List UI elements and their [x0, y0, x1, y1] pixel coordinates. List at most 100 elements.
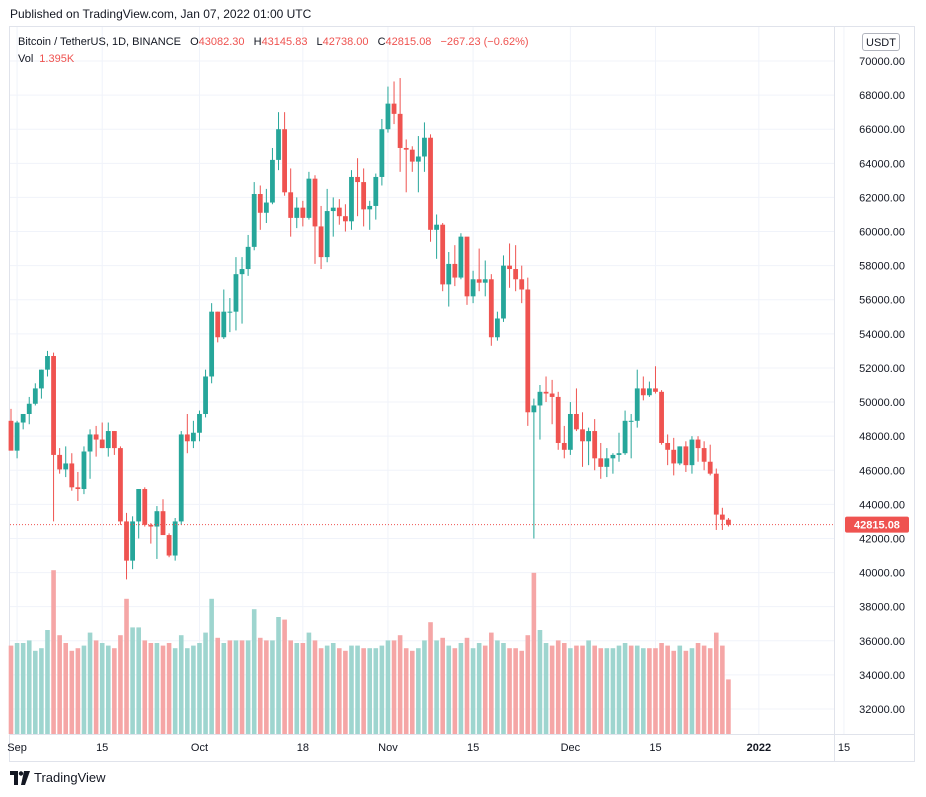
- last-price-line: 42815.08: [10, 516, 909, 533]
- candle-body: [707, 461, 713, 474]
- volume-bar: [604, 648, 610, 734]
- candle-body: [233, 274, 239, 312]
- high-value: 43145.83: [261, 36, 308, 48]
- open-label: O: [190, 36, 199, 48]
- ohlc-legend: Bitcoin / TetherUS, 1D, BINANCE O43082.3…: [18, 36, 529, 48]
- candle-body: [39, 369, 44, 389]
- candle-body: [519, 279, 525, 290]
- price-tick-label: 58000.00: [859, 261, 905, 273]
- volume-bar: [257, 637, 263, 734]
- volume-bar: [312, 640, 318, 734]
- candle-body: [14, 422, 20, 451]
- volume-bar: [610, 648, 616, 734]
- volume-bar: [160, 645, 166, 734]
- volume-bar: [93, 640, 99, 734]
- volume-bar: [45, 630, 50, 734]
- candle-body: [336, 207, 342, 217]
- candle-body: [118, 448, 123, 522]
- volume-bar: [665, 645, 670, 734]
- volume-bar: [677, 645, 683, 734]
- currency-unit-button[interactable]: USDT: [862, 33, 900, 51]
- candle-body: [647, 388, 652, 396]
- volume-bar: [513, 648, 518, 734]
- candle-body: [355, 176, 360, 183]
- volume-bar: [713, 632, 719, 734]
- time-tick-label: Nov: [378, 742, 398, 754]
- volume-bar: [701, 645, 707, 734]
- chart-frame[interactable]: [9, 26, 915, 762]
- volume-bar: [57, 635, 62, 734]
- candle-body: [227, 311, 233, 313]
- volume-bar: [501, 643, 506, 734]
- last-price-tag-label: 42815.08: [854, 520, 900, 532]
- footer-brand[interactable]: TradingView: [10, 770, 106, 785]
- candle-body: [154, 511, 160, 527]
- last-price-tag: [845, 516, 909, 533]
- volume-bar: [379, 645, 385, 734]
- volume-bar: [367, 648, 373, 734]
- volume-bar: [318, 648, 324, 734]
- volume-bar: [641, 648, 646, 734]
- low-label: L: [316, 36, 323, 48]
- candle-body: [604, 458, 610, 467]
- candle-body: [270, 159, 275, 203]
- volume-bar: [385, 640, 391, 734]
- volume-bar: [203, 632, 208, 734]
- price-tick-label: 60000.00: [859, 227, 905, 239]
- candle-body: [385, 103, 391, 130]
- candle-body: [452, 263, 458, 278]
- volume-bar: [209, 598, 214, 734]
- candle-body: [403, 147, 409, 150]
- volume-bar: [397, 635, 403, 734]
- volume-bar: [245, 640, 251, 734]
- candle-body: [361, 182, 367, 210]
- candle-body: [343, 216, 348, 222]
- volume-bar: [264, 640, 269, 734]
- candle-body: [567, 413, 573, 450]
- candle-body: [245, 246, 251, 270]
- volume-bar: [191, 645, 196, 734]
- volume-bar: [343, 650, 348, 734]
- volume-bar: [349, 645, 354, 734]
- candle-body: [701, 448, 707, 462]
- candle-body: [415, 156, 421, 162]
- volume-bar: [112, 648, 117, 734]
- candle-body: [318, 226, 324, 258]
- volume-bar: [531, 572, 537, 734]
- volume-bar: [355, 645, 360, 734]
- candle-body: [239, 269, 245, 275]
- time-tick-label: 15: [838, 742, 850, 754]
- time-tick-label: 2022: [747, 742, 771, 754]
- volume-bar: [452, 648, 458, 734]
- volume-bar: [525, 635, 531, 734]
- time-axis: Sep 15 Oct 18 Nov 15 Dec 15 2022 15: [7, 734, 915, 754]
- volume-bar: [720, 645, 725, 734]
- volume-bar: [653, 648, 658, 734]
- candle-body: [69, 463, 75, 488]
- volume-bar: [495, 640, 500, 734]
- candle-body: [263, 202, 269, 213]
- candle-body: [391, 103, 397, 114]
- candle-body: [209, 311, 215, 377]
- volume-bar: [105, 645, 111, 734]
- candle-body: [659, 391, 664, 443]
- candle-body: [191, 432, 196, 442]
- candle-body: [288, 192, 294, 218]
- volume-value: 1.395K: [39, 53, 75, 65]
- volume-bar: [458, 643, 464, 734]
- candle-body: [87, 434, 93, 452]
- tradingview-logo-icon: [10, 770, 30, 785]
- volume-bars: [8, 570, 731, 734]
- candle-body: [555, 396, 561, 443]
- volume-bar: [586, 640, 591, 734]
- candle-body: [653, 388, 658, 392]
- candle-body: [57, 454, 63, 470]
- volume-bar: [549, 645, 555, 734]
- candle-body: [221, 311, 227, 338]
- price-tick-label: 48000.00: [859, 431, 905, 443]
- candle-body: [488, 279, 494, 338]
- volume-bar: [148, 643, 154, 734]
- volume-bar: [391, 640, 397, 734]
- candle-body: [294, 207, 300, 218]
